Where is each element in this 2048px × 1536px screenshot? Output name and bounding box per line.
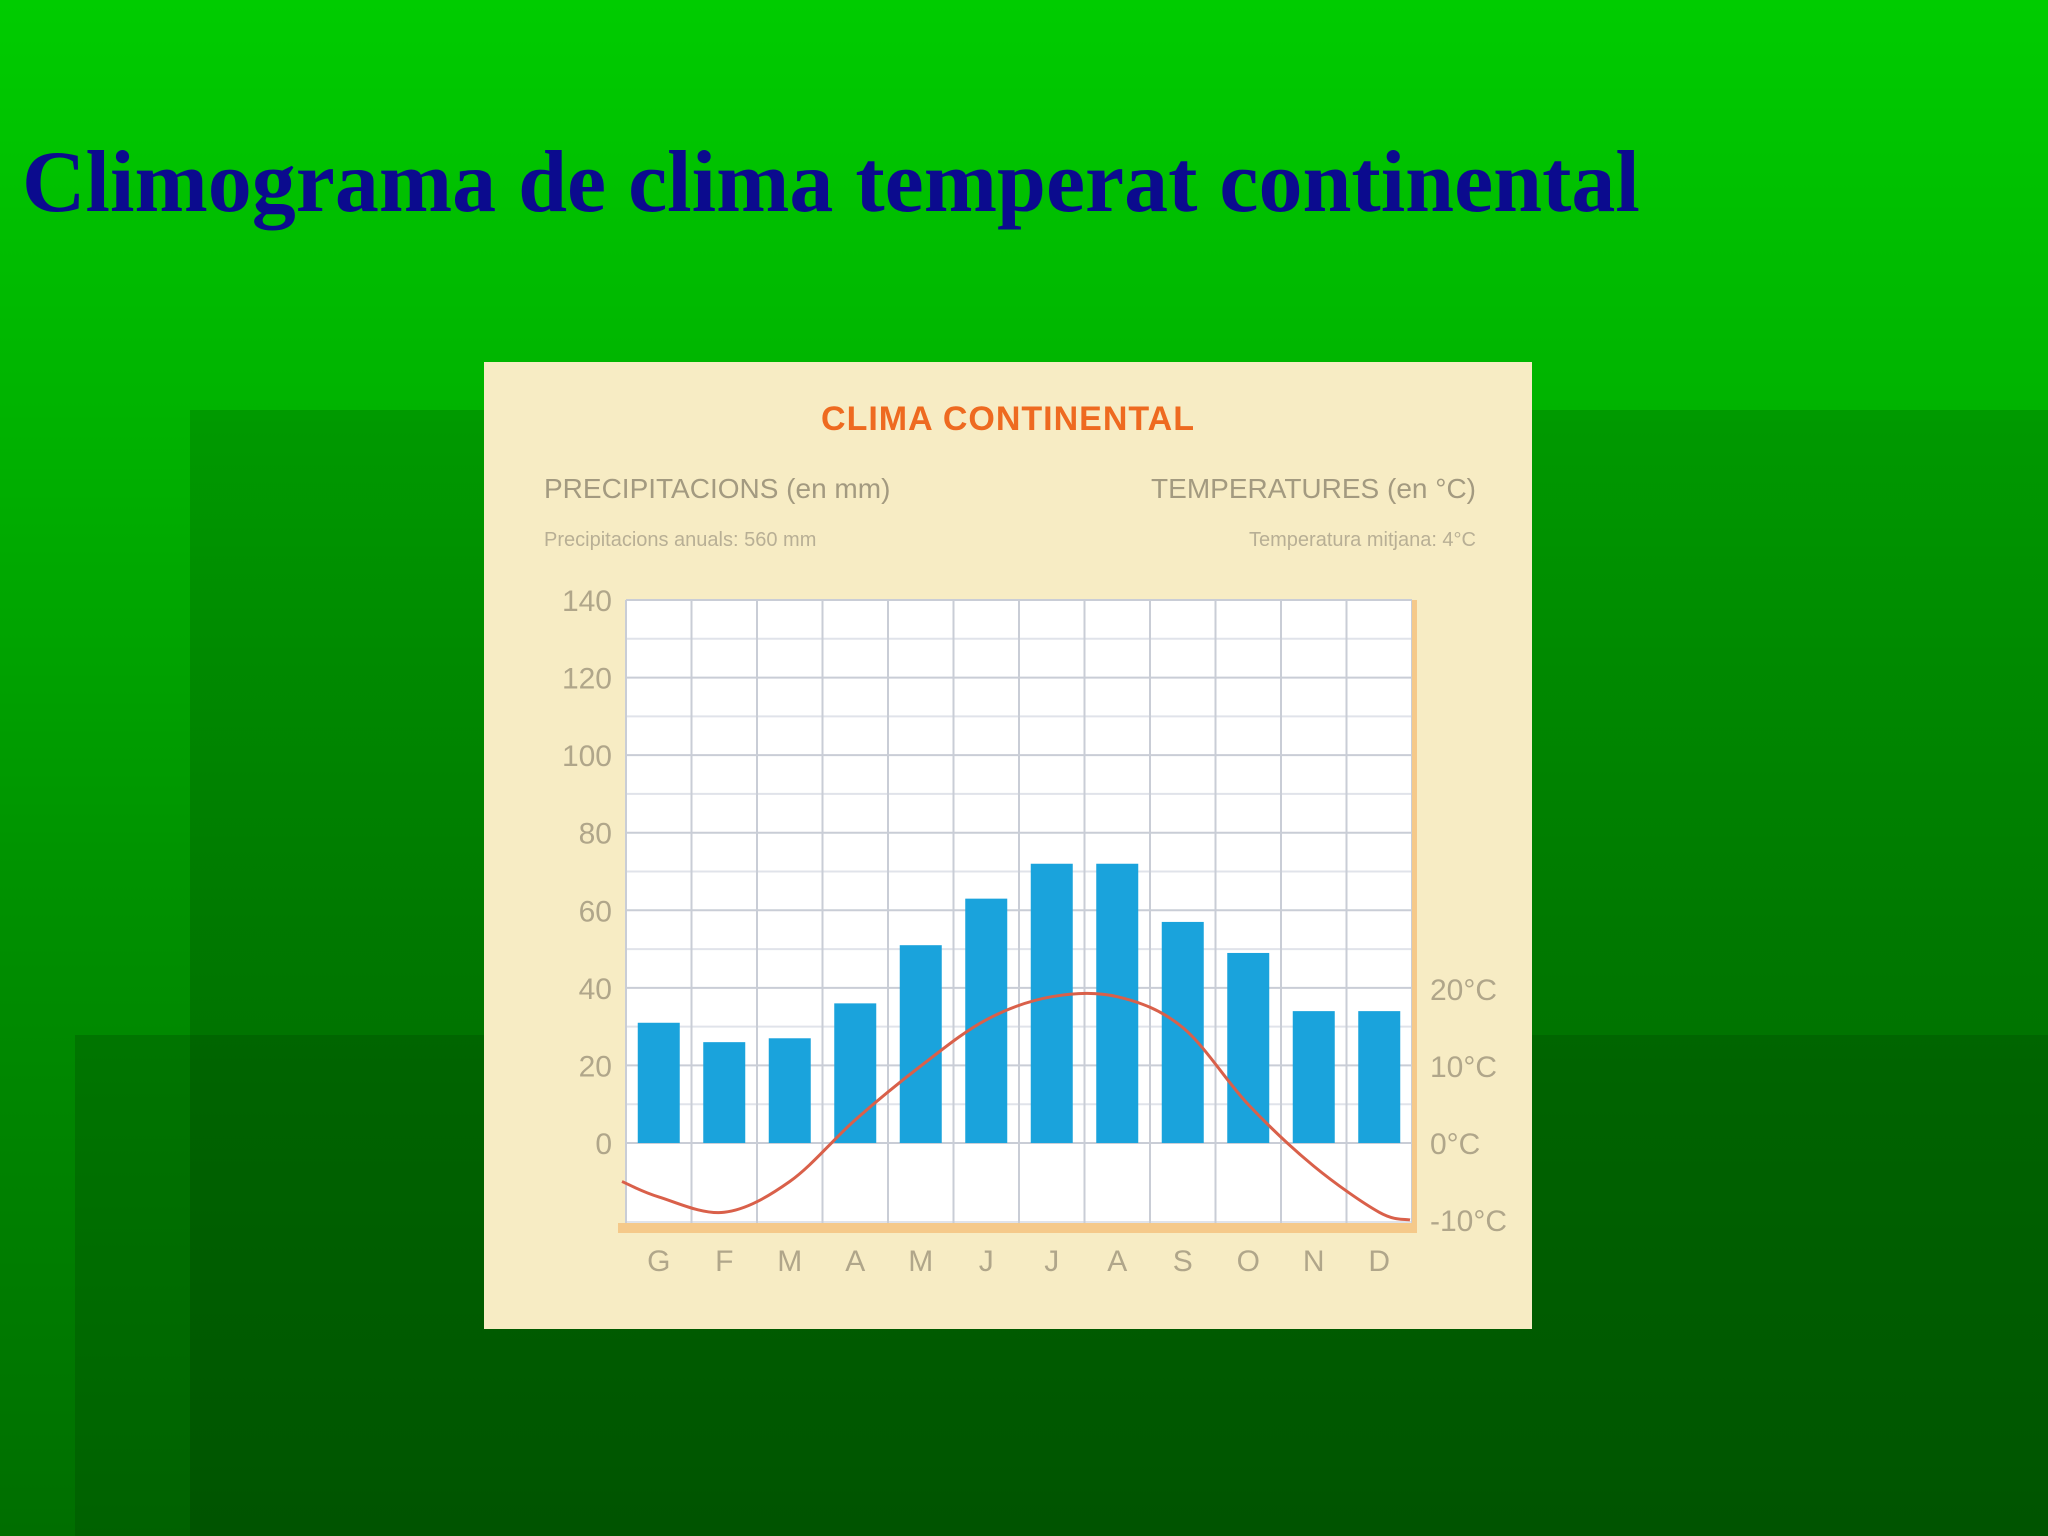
right-axis-line [1412, 600, 1417, 1231]
precipitation-tick-label: 100 [562, 740, 612, 773]
temperature-tick-label: 20°C [1430, 974, 1497, 1007]
month-tick-label: D [1368, 1245, 1390, 1278]
precipitation-bar [1358, 1011, 1401, 1143]
month-tick-label: F [715, 1245, 733, 1278]
mean-temperature-note: Temperatura mitjana: 4°C [1249, 529, 1476, 551]
precipitation-axis-label: PRECIPITACIONS (en mm) [544, 473, 890, 504]
month-tick-label: N [1303, 1245, 1325, 1278]
month-tick-label: J [979, 1245, 994, 1278]
precipitation-bar [834, 1003, 877, 1143]
slide-title: Climograma de clima temperat continental [22, 134, 1640, 231]
precipitation-bar [1227, 952, 1270, 1143]
chart-title: CLIMA CONTINENTAL [821, 400, 1195, 438]
precipitation-tick-label: 60 [579, 895, 612, 928]
precipitation-tick-label: 40 [579, 973, 612, 1006]
month-tick-label: S [1173, 1245, 1193, 1278]
climograph-card: CLIMA CONTINENTAL PRECIPITACIONS (en mm)… [484, 362, 1532, 1329]
precipitation-tick-label: 20 [579, 1050, 612, 1083]
temperature-tick-label: -10°C [1430, 1205, 1507, 1238]
precipitation-tick-label: 0 [595, 1128, 612, 1161]
precipitation-bar [1292, 1011, 1335, 1143]
precipitation-tick-label: 80 [579, 818, 612, 851]
precipitation-bar [637, 1022, 680, 1143]
precipitation-bar [703, 1042, 746, 1143]
precipitation-tick-label: 140 [562, 585, 612, 618]
temperature-axis-label: TEMPERATURES (en °C) [1151, 473, 1476, 504]
precipitation-bar [1161, 921, 1204, 1143]
precipitation-bar [899, 945, 942, 1143]
month-tick-label: J [1044, 1245, 1059, 1278]
month-tick-label: O [1237, 1245, 1260, 1278]
temperature-tick-label: 10°C [1430, 1051, 1497, 1084]
climograph-chart: CLIMA CONTINENTAL PRECIPITACIONS (en mm)… [544, 400, 1507, 1278]
month-tick-label: G [647, 1245, 670, 1278]
month-tick-label: A [845, 1245, 865, 1278]
x-axis-band [618, 1223, 1417, 1233]
month-tick-label: M [777, 1245, 802, 1278]
temperature-line [621, 991, 1411, 1222]
precipitation-bar [1030, 863, 1073, 1143]
temperature-tick-label: 0°C [1430, 1128, 1480, 1161]
precipitation-bar [768, 1038, 811, 1143]
precipitation-bar [1096, 863, 1139, 1143]
month-tick-label: M [908, 1245, 933, 1278]
precipitation-tick-label: 120 [562, 663, 612, 696]
month-tick-label: A [1107, 1245, 1127, 1278]
annual-precipitation-note: Precipitacions anuals: 560 mm [544, 529, 816, 551]
